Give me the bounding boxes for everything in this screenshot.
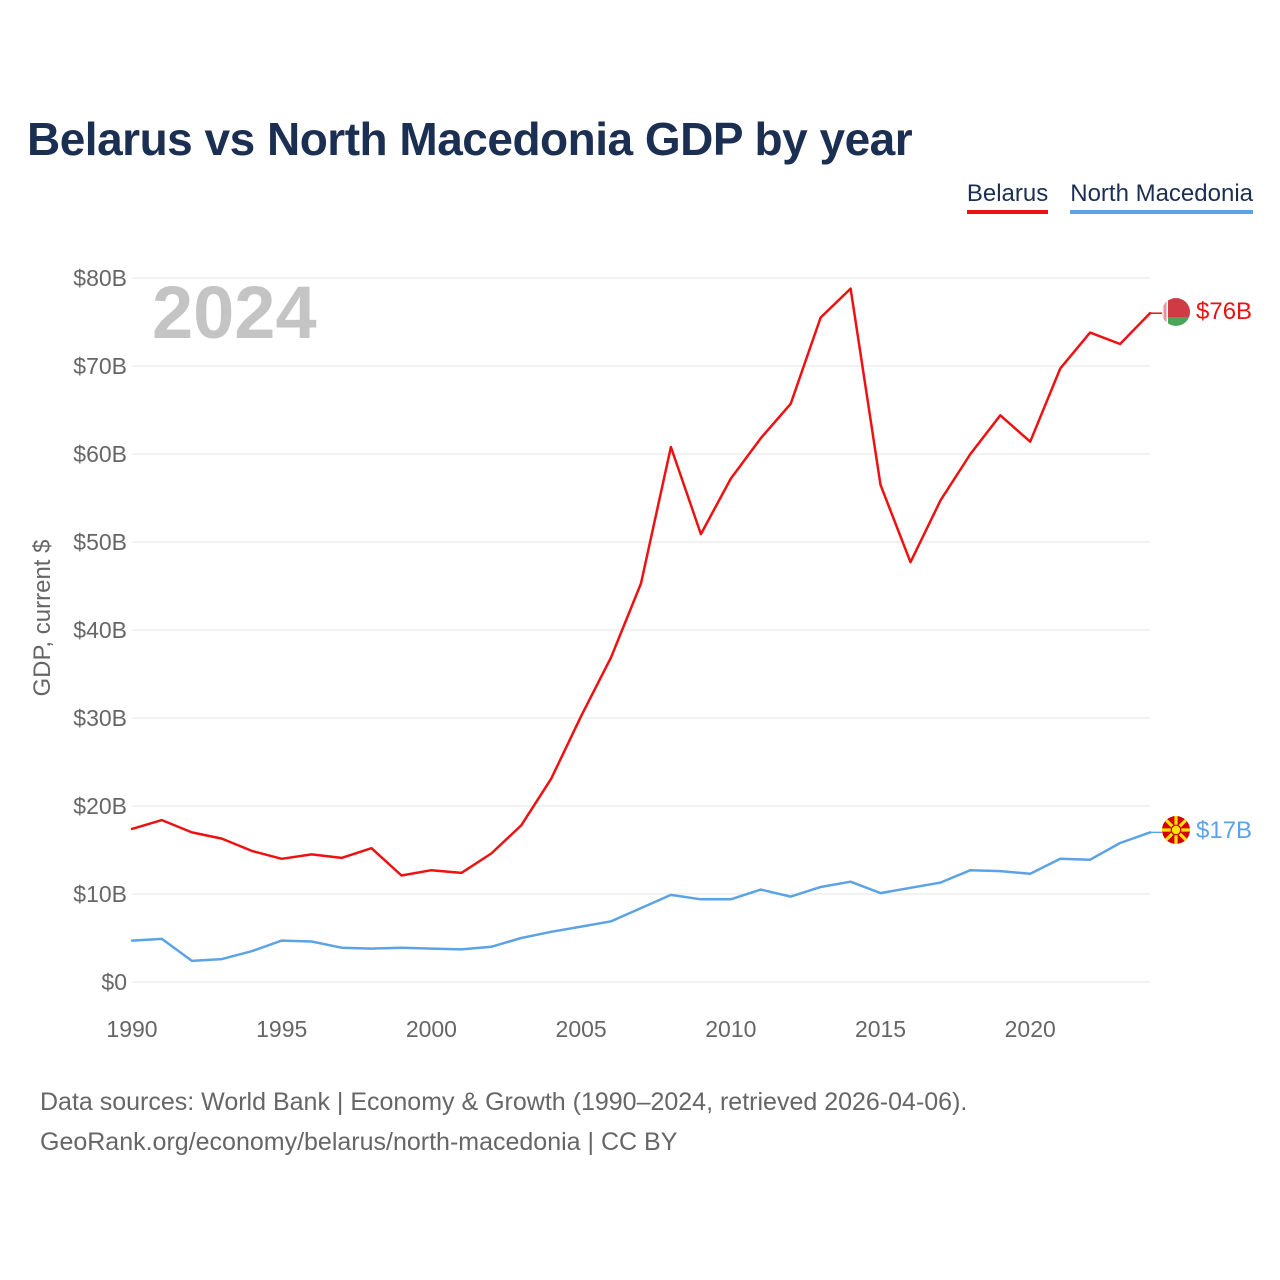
y-tick-label: $10B (73, 881, 127, 907)
belarus-flag-icon (1162, 298, 1190, 326)
x-tick-label: 2005 (556, 1016, 607, 1042)
chart-title: Belarus vs North Macedonia GDP by year (27, 113, 913, 165)
year-watermark: 2024 (152, 271, 317, 354)
y-tick-label: $50B (73, 529, 127, 555)
data-source-text: Data sources: World Bank | Economy & Gro… (40, 1088, 968, 1116)
x-axis-tick-labels: 1990 1995 2000 2005 2010 2015 2020 (106, 1016, 1055, 1042)
y-tick-label: $20B (73, 793, 127, 819)
y-axis-label: GDP, current $ (29, 540, 56, 697)
series-line-north-macedonia[interactable] (130, 831, 1152, 963)
gridlines (132, 277, 1150, 983)
series-line-belarus[interactable] (130, 287, 1152, 877)
series-lines (130, 287, 1162, 963)
x-tick-label: 1995 (256, 1016, 307, 1042)
x-tick-label: 2010 (705, 1016, 756, 1042)
legend: Belarus North Macedonia (966, 180, 1253, 214)
y-tick-label: $60B (73, 441, 127, 467)
legend-item-belarus[interactable]: Belarus (966, 180, 1049, 214)
source-link[interactable]: GeoRank.org/economy/belarus/north-macedo… (40, 1128, 678, 1156)
legend-item-north-macedonia[interactable]: North Macedonia (1070, 180, 1253, 214)
y-tick-label: $0 (101, 969, 127, 995)
y-tick-label: $40B (73, 617, 127, 643)
y-tick-label: $70B (73, 353, 127, 379)
north-macedonia-flag-icon (1162, 816, 1190, 844)
footer: Data sources: World Bank | Economy & Gro… (40, 1082, 967, 1162)
x-tick-label: 2020 (1005, 1016, 1056, 1042)
x-tick-label: 2015 (855, 1016, 906, 1042)
y-tick-label: $30B (73, 705, 127, 731)
belarus-end-label: $76B (1196, 298, 1252, 325)
y-axis-tick-labels: $0 $10B $20B $30B $40B $50B $60B $70B $80B (73, 265, 127, 995)
north-macedonia-end-label: $17B (1196, 817, 1252, 844)
x-tick-label: 2000 (406, 1016, 457, 1042)
x-tick-label: 1990 (106, 1016, 157, 1042)
y-tick-label: $80B (73, 265, 127, 291)
